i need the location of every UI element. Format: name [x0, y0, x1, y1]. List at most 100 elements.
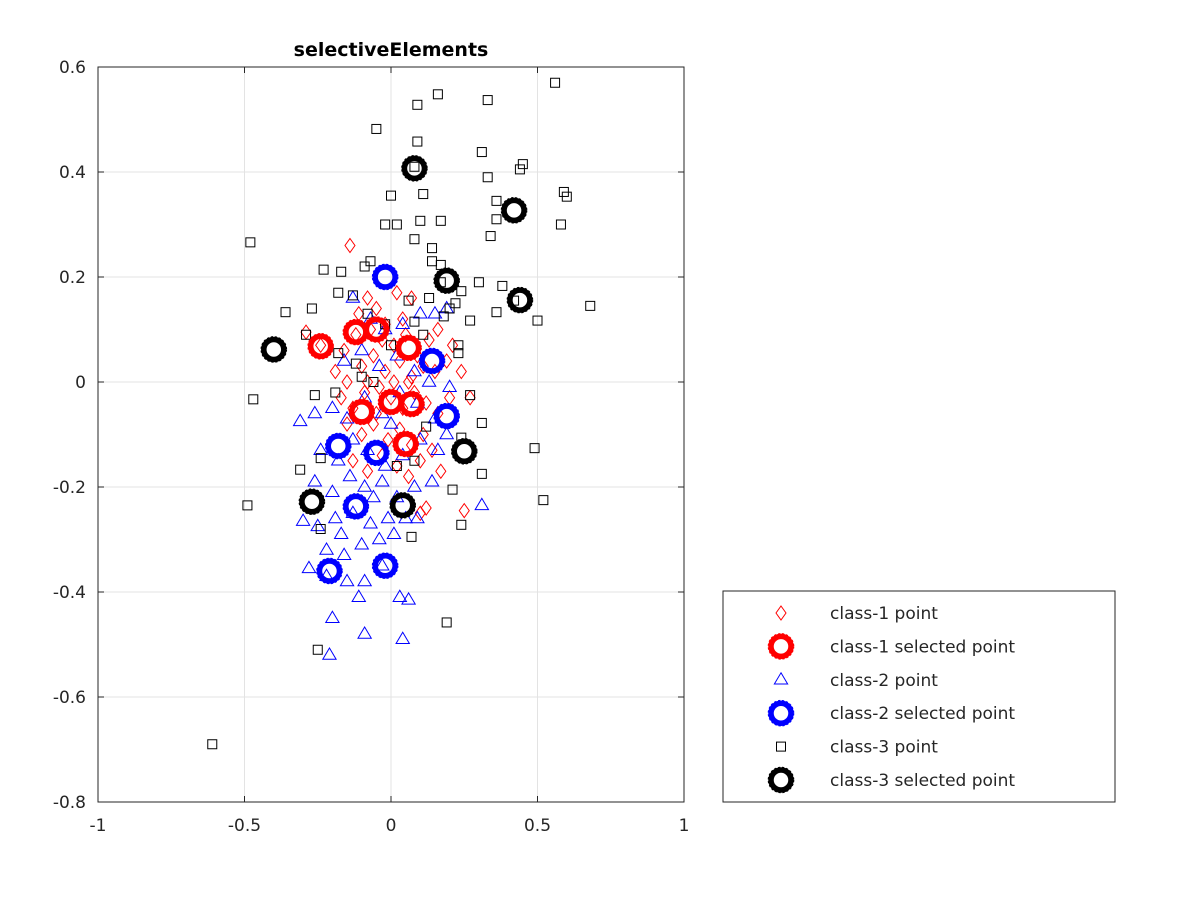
y-tick-label: 0: [75, 373, 86, 393]
class-2-point-marker: [345, 290, 361, 303]
class-3-point-marker: [444, 303, 455, 314]
class-1-point-marker: [353, 305, 365, 322]
axes: -1 -0.5 0 0.5 1 -0.8 -0.6 -0.4 -0.2 0 0.2 0.4 0.6: [53, 58, 690, 836]
class-3-point-marker: [347, 290, 358, 301]
class-2-selected-point-marker: [371, 552, 399, 580]
class-3-point-marker: [482, 95, 493, 106]
class-3-point-marker: [365, 256, 376, 267]
class-3-point-marker: [497, 280, 508, 291]
class-2-point-marker: [307, 473, 323, 487]
class-3-selected-point-marker: [401, 155, 428, 182]
class-3-point-marker: [295, 464, 306, 475]
class-3-point-marker: [315, 524, 326, 534]
class-3-point-marker: [409, 455, 420, 466]
class-1-selected-point-marker: [363, 316, 390, 343]
class-2-point-marker: [395, 631, 411, 644]
class-2-point-marker: [333, 526, 349, 539]
legend-label: class-2 point: [830, 671, 938, 691]
class-3-point-marker: [491, 214, 502, 225]
class-3-point-marker: [391, 461, 402, 471]
class-3-selected-point-marker: [433, 267, 460, 294]
y-tick-label: 0.4: [59, 163, 86, 183]
class-3-selected-point-marker: [260, 336, 288, 363]
class-3-point-marker: [391, 219, 402, 230]
x-tick-label: -1: [90, 816, 107, 836]
class-2-point-marker: [357, 479, 373, 492]
class-3-point-marker: [585, 300, 596, 311]
class-1-point-marker: [300, 324, 312, 340]
class-3-point-marker: [485, 231, 496, 242]
data-points: [207, 77, 596, 750]
class-2-point-marker: [371, 358, 387, 371]
class-2-point-marker: [424, 473, 440, 487]
class-2-point-marker: [336, 353, 352, 366]
class-1-point-marker: [414, 452, 426, 469]
class-2-point-marker: [319, 542, 335, 555]
class-2-point-marker: [380, 510, 396, 524]
class-2-point-marker: [406, 479, 422, 492]
class-1-point-marker: [400, 326, 412, 343]
class-3-point-marker: [330, 387, 341, 398]
class-2-point-marker: [395, 316, 411, 329]
class-3-point-marker: [403, 295, 414, 306]
class-2-point-marker: [339, 573, 355, 587]
class-2-selected-point-marker: [324, 432, 352, 460]
class-3-point-marker: [371, 123, 382, 134]
class-3-point-marker: [427, 256, 438, 267]
class-1-point-marker: [402, 374, 415, 390]
class-3-point-marker: [333, 287, 344, 298]
legend-label: class-1 point: [830, 604, 938, 624]
legend-box: [722, 590, 1116, 803]
class-3-point-marker: [318, 264, 329, 275]
class-3-point-marker: [386, 340, 396, 351]
legend-marker-class-1-point: [775, 605, 787, 621]
class-1-point-marker: [356, 426, 368, 443]
legend-label: class-3 point: [830, 738, 938, 758]
class-3-point-marker: [456, 286, 467, 297]
class-2-selected-point-marker: [433, 402, 460, 430]
class-1-point-marker: [338, 342, 350, 359]
class-2-point-marker: [336, 547, 352, 560]
class-2-point-marker: [342, 468, 358, 482]
class-2-point-marker: [430, 442, 446, 455]
class-3-point-marker: [427, 243, 438, 254]
class-2-point-marker: [392, 589, 408, 602]
class-3-point-marker: [301, 329, 312, 340]
class-2-selected-point-marker: [342, 493, 370, 520]
class-2-point-marker: [357, 573, 373, 587]
class-3-point-marker: [409, 316, 420, 327]
class-1-point-marker: [435, 463, 447, 480]
class-1-point-marker: [341, 374, 353, 390]
class-3-point-marker: [412, 136, 423, 147]
legend-marker-class-1-selected-point: [767, 633, 795, 660]
class-3-point-marker: [248, 394, 259, 405]
class-3-point-marker: [242, 500, 253, 511]
class-3-selected-point-marker: [450, 437, 478, 465]
class-3-point-marker: [491, 307, 502, 318]
class-3-point-marker: [561, 191, 572, 202]
class-3-point-marker: [491, 195, 502, 206]
class-1-point-marker: [420, 500, 432, 516]
y-tick-label: 0.6: [59, 58, 86, 78]
class-3-point-marker: [207, 739, 218, 750]
class-3-point-marker: [432, 89, 443, 100]
class-3-point-marker: [306, 303, 317, 314]
class-1-point-marker: [344, 237, 356, 254]
class-1-selected-point-marker: [307, 332, 334, 360]
class-2-point-marker: [295, 513, 311, 526]
grid: [97, 66, 685, 803]
class-3-point-marker: [517, 159, 528, 170]
class-2-point-marker: [307, 405, 323, 419]
class-1-point-marker: [315, 337, 327, 354]
y-tick-label: -0.2: [53, 478, 86, 498]
class-2-point-marker: [330, 452, 346, 466]
y-tick-label: 0.2: [59, 268, 86, 288]
class-1-point-marker: [414, 505, 426, 522]
class-3-point-marker: [450, 298, 461, 309]
class-2-point-marker: [327, 510, 343, 524]
class-2-point-marker: [321, 647, 337, 660]
class-2-point-marker: [386, 526, 402, 539]
legend-label: class-1 selected point: [830, 637, 1015, 657]
class-2-selected-point-marker: [363, 439, 390, 467]
x-tick-label: 1: [679, 816, 690, 836]
